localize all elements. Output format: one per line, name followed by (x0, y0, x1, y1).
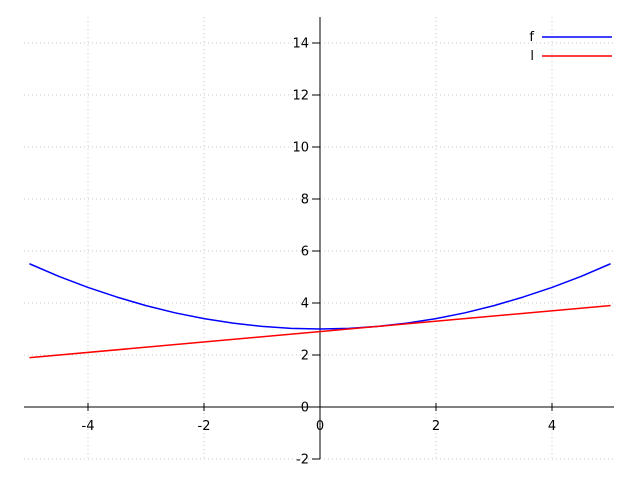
y-tick-label: 14 (292, 37, 309, 52)
x-tick-label: 4 (548, 419, 556, 434)
y-tick-label: 10 (292, 141, 309, 156)
y-tick-label: 4 (301, 297, 309, 312)
series-l-curve (29, 304, 611, 359)
legend-label-f: f (529, 30, 534, 45)
y-tick-label: 0 (301, 401, 309, 416)
y-tick-label: -2 (296, 453, 309, 468)
x-tick-label: 2 (432, 419, 440, 434)
x-tick-label: 0 (316, 419, 324, 434)
y-tick-label: 6 (301, 245, 309, 260)
legend-label-l: l (530, 49, 534, 64)
y-tick-label: 12 (292, 89, 309, 104)
x-tick-label: -2 (198, 419, 211, 434)
y-tick-label: 2 (301, 349, 309, 364)
y-tick-label: 8 (301, 193, 309, 208)
series-f-curve (29, 263, 611, 330)
x-tick-label: -4 (82, 419, 95, 434)
